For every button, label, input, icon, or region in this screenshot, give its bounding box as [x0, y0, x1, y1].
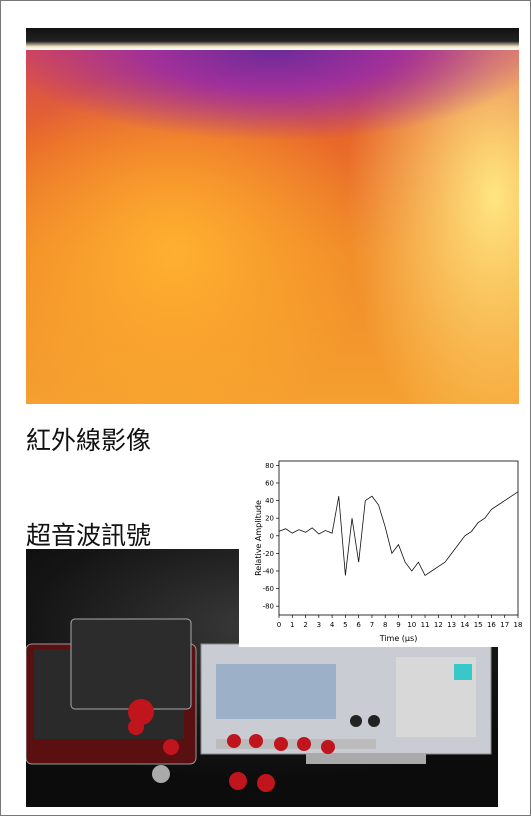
x-tick-label: 1: [290, 621, 294, 629]
y-tick-label: -60: [263, 585, 274, 593]
x-tick-label: 8: [383, 621, 387, 629]
x-tick-label: 13: [447, 621, 456, 629]
y-tick-label: 20: [265, 515, 274, 523]
y-tick-label: 60: [265, 480, 274, 488]
x-tick-label: 12: [434, 621, 443, 629]
chart-background: [239, 451, 526, 647]
x-tick-label: 7: [370, 621, 374, 629]
infrared-image-edge: [26, 28, 519, 50]
x-tick-label: 11: [421, 621, 430, 629]
x-tick-label: 17: [500, 621, 509, 629]
x-tick-label: 6: [356, 621, 361, 629]
y-tick-label: 80: [265, 462, 274, 470]
x-axis-label: Time (µs): [379, 634, 418, 643]
y-axis-label: Relative Amplitude: [254, 500, 263, 576]
infrared-image: [26, 28, 519, 404]
y-tick-label: -80: [263, 603, 274, 611]
photo-shapes: [25, 618, 492, 792]
x-tick-label: 3: [317, 621, 321, 629]
x-tick-label: 0: [277, 621, 281, 629]
y-tick-label: 0: [270, 532, 274, 540]
x-tick-label: 14: [460, 621, 469, 629]
x-tick-label: 2: [303, 621, 307, 629]
y-tick-label: 40: [265, 497, 274, 505]
x-tick-label: 9: [396, 621, 400, 629]
x-tick-label: 4: [330, 621, 335, 629]
x-tick-label: 15: [474, 621, 483, 629]
x-tick-label: 16: [487, 621, 496, 629]
y-tick-label: -40: [263, 568, 274, 576]
x-tick-label: 5: [343, 621, 347, 629]
x-tick-label: 18: [514, 621, 523, 629]
ultrasonic-label: 超音波訊號: [26, 521, 152, 550]
x-tick-label: 10: [407, 621, 416, 629]
signal-line: [278, 491, 519, 576]
y-tick-label: -20: [263, 550, 274, 558]
infrared-label: 紅外線影像: [26, 426, 152, 455]
